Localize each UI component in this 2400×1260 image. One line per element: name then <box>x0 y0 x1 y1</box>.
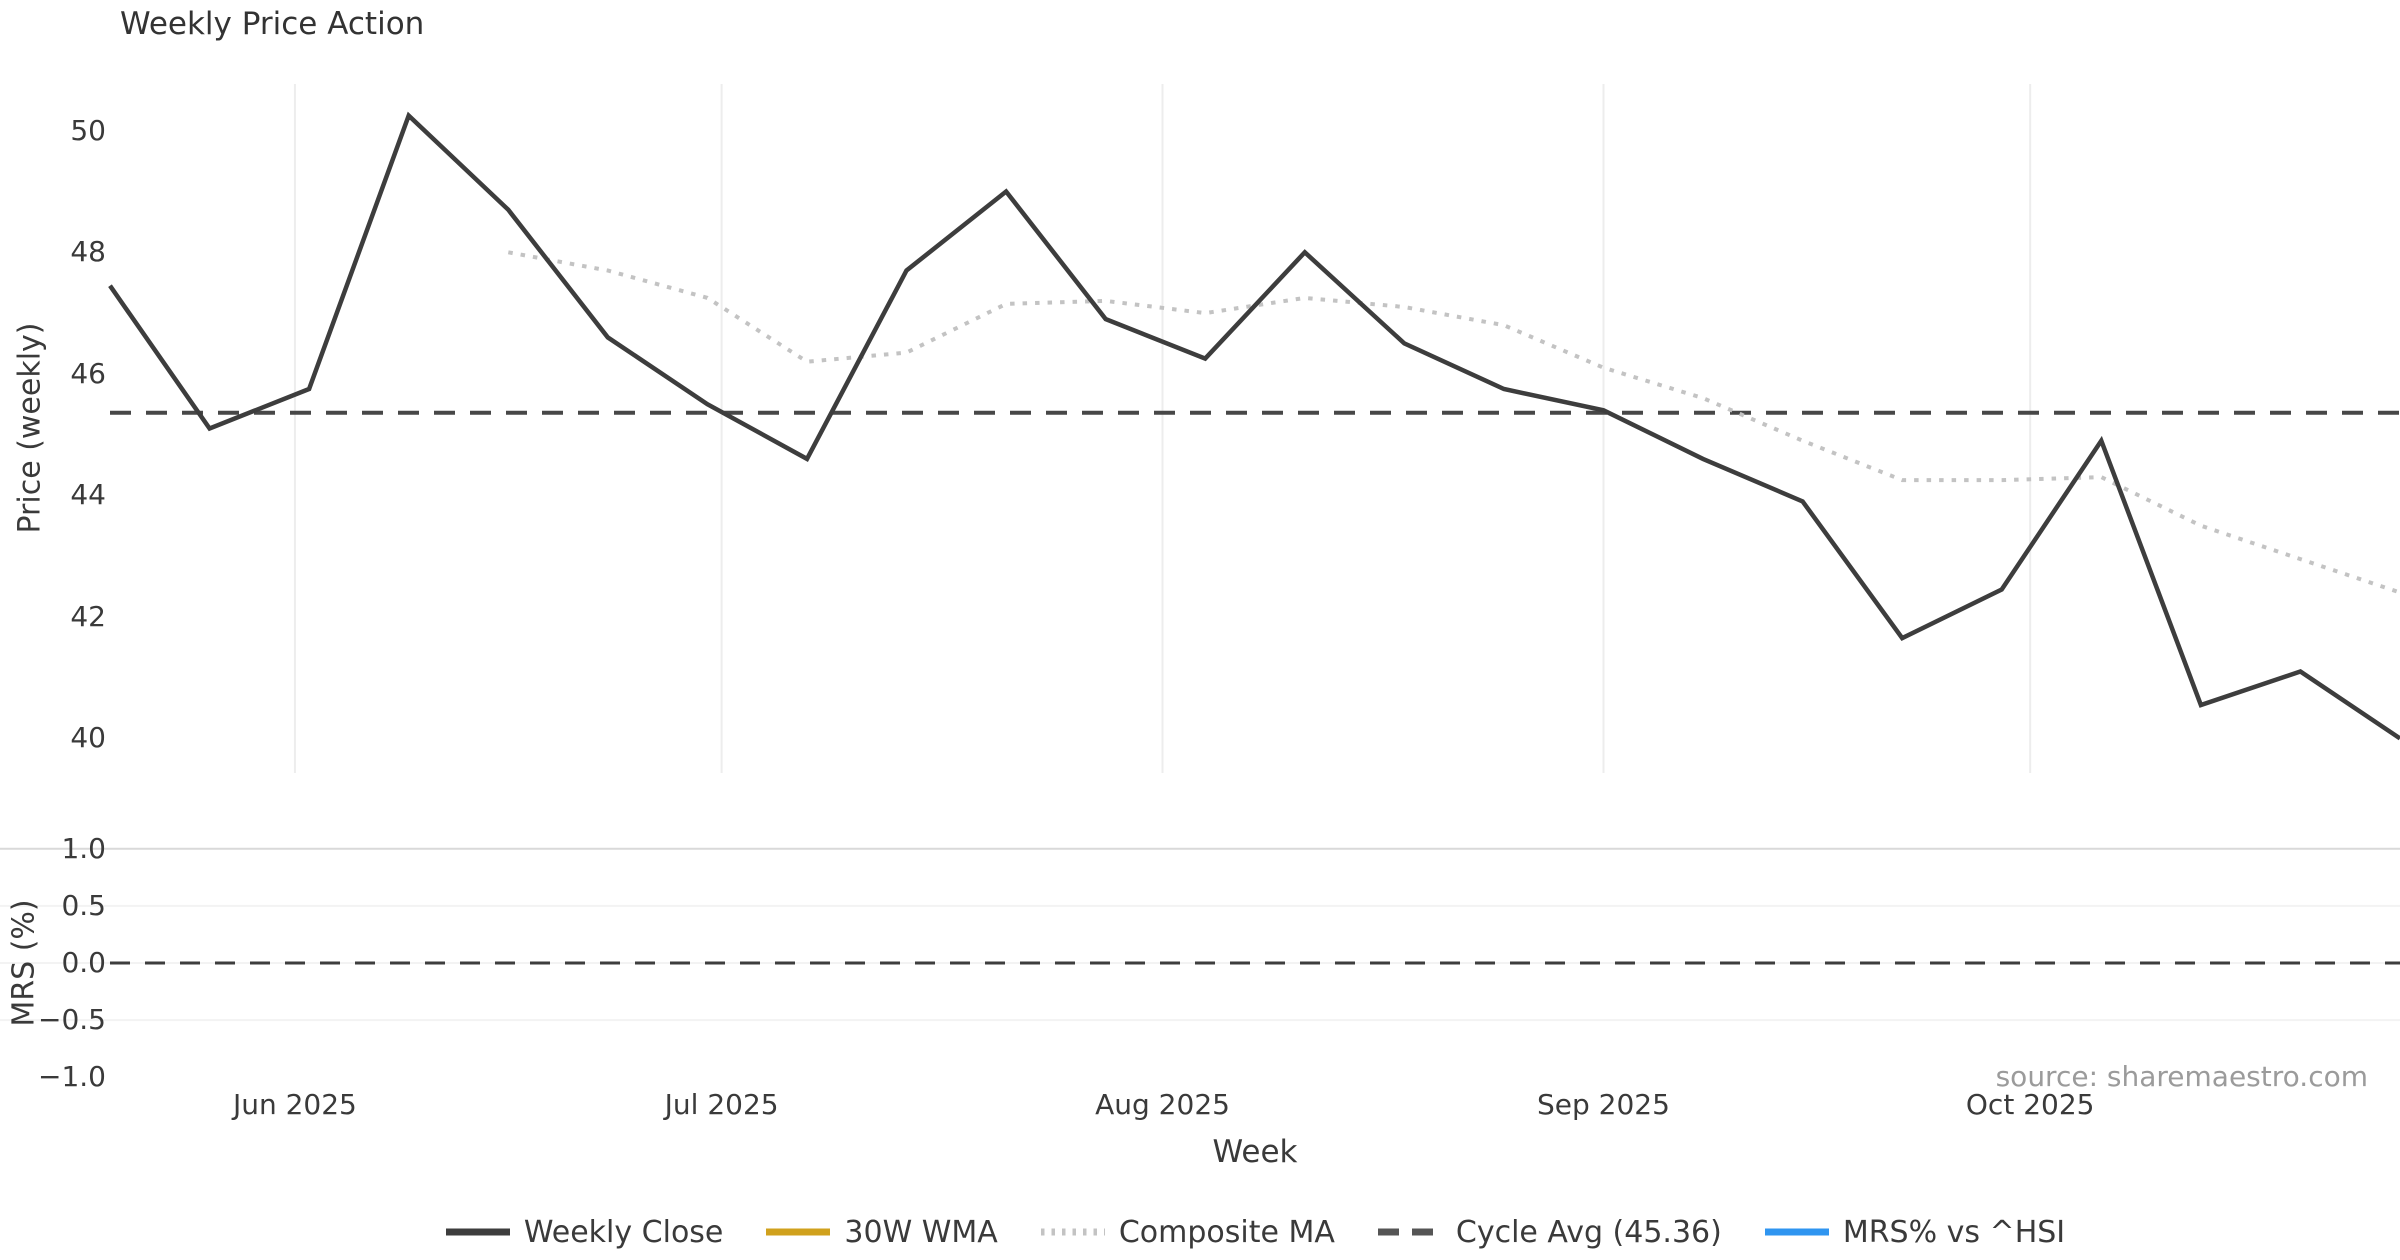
mrs-y-tick: 0.5 <box>61 888 106 922</box>
price-y-tick: 42 <box>70 599 106 633</box>
legend-label: Composite MA <box>1118 1214 1335 1250</box>
x-tick: Jul 2025 <box>664 1088 779 1121</box>
price-y-tick: 44 <box>70 478 106 512</box>
composite-ma-line <box>507 250 2400 595</box>
price-y-tick: 40 <box>70 721 106 755</box>
legend-swatch <box>1040 1228 1105 1236</box>
legend-item-weekly-close: Weekly Close <box>445 1214 724 1250</box>
x-tick: Jun 2025 <box>232 1088 357 1121</box>
price-y-tick: 50 <box>70 113 106 147</box>
legend-swatch <box>766 1228 831 1236</box>
legend-swatch <box>1377 1228 1442 1236</box>
weekly-close-line <box>108 111 2400 741</box>
legend: Weekly Close 30W WMA Composite MA Cycle Avg… <box>110 1210 2400 1254</box>
price-y-tick: 46 <box>70 356 106 390</box>
mrs-y-tick: 1.0 <box>61 831 106 865</box>
source-note: source: sharemaestro.com <box>1995 1060 2368 1093</box>
legend-item-composite-ma: Composite MA <box>1040 1215 1335 1250</box>
mrs-y-tick: 0.0 <box>61 946 106 979</box>
legend-label: 30W WMA <box>844 1214 998 1250</box>
x-axis-label: Week <box>1212 1134 1298 1170</box>
legend-item-30w-wma: 30W WMA <box>765 1214 998 1250</box>
mrs-y-tick: −1.0 <box>38 1060 106 1094</box>
x-tick: Sep 2025 <box>1537 1088 1670 1121</box>
legend-swatch <box>445 1228 510 1236</box>
legend-label: MRS% vs ^HSI <box>1842 1214 2066 1250</box>
mrs-y-axis-label: MRS (%) <box>6 899 42 1027</box>
legend-label: Cycle Avg (45.36) <box>1455 1214 1722 1250</box>
legend-swatch <box>1764 1228 1829 1236</box>
legend-item-mrs-vs-hsi: MRS% vs ^HSI <box>1764 1215 2065 1250</box>
price-y-axis-label: Price (weekly) <box>12 322 48 534</box>
legend-label: Weekly Close <box>523 1214 724 1250</box>
x-tick: Aug 2025 <box>1095 1088 1230 1121</box>
chart-title: Weekly Price Action <box>120 6 425 42</box>
x-tick: Oct 2025 <box>1965 1088 2095 1121</box>
price-y-tick: 48 <box>70 235 106 269</box>
mrs-y-tick: −0.5 <box>38 1003 106 1037</box>
legend-item-cycle-avg-45-36: Cycle Avg (45.36) <box>1377 1215 1722 1250</box>
